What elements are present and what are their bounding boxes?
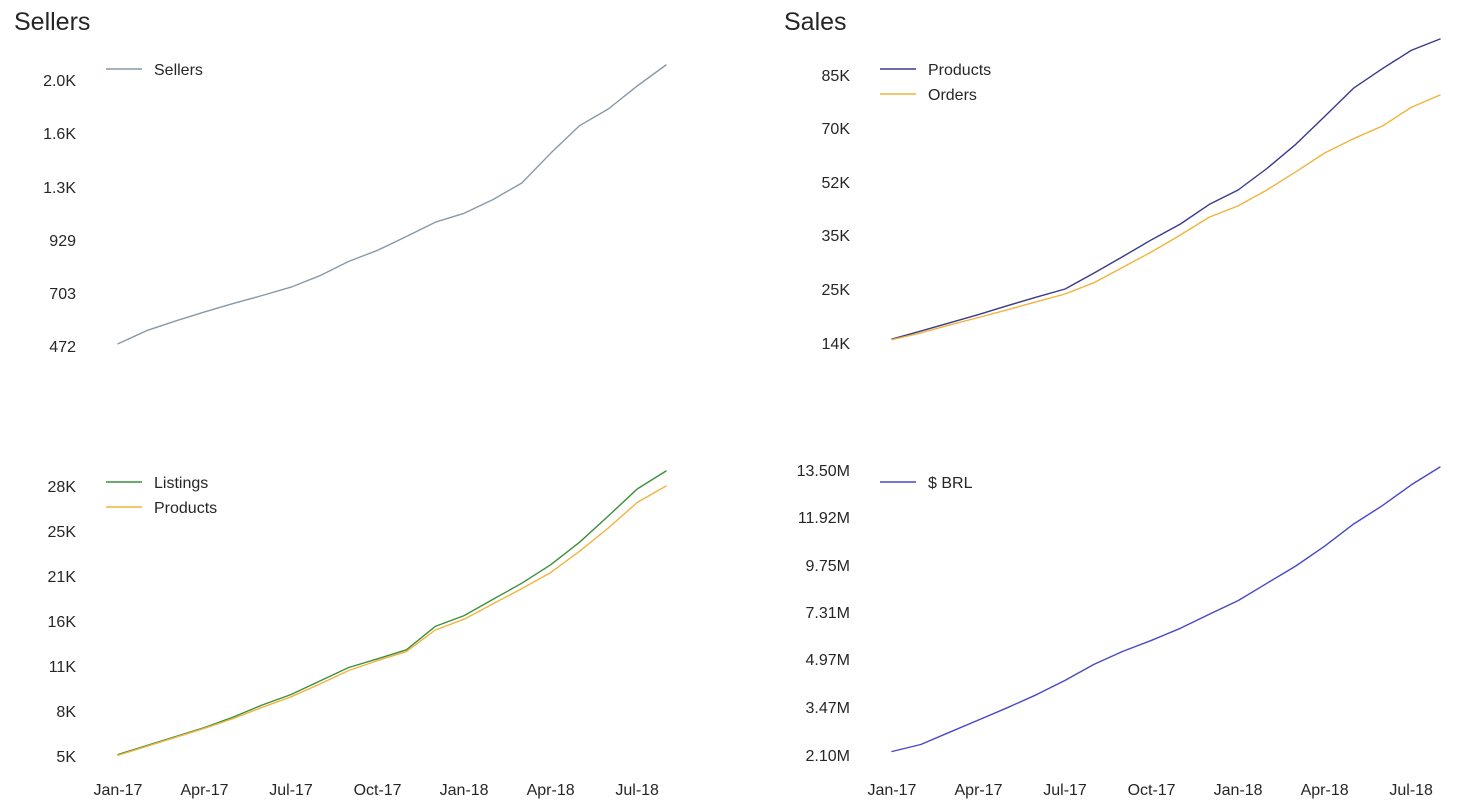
legend-label: $ BRL [928, 475, 973, 492]
x-tick-label: Jul-18 [615, 782, 659, 799]
legend-label: Products [154, 500, 217, 517]
chart-panel-4: 2.10M 3.47M 4.97M 7.31M 9.75M 11.92M 13.50M Jan… [797, 463, 1441, 799]
series-line-brl [891, 466, 1441, 753]
y-tick-label: 35K [822, 228, 851, 245]
y-tick-label: 85K [822, 68, 851, 85]
y-tick-label: 1.6K [43, 126, 76, 143]
y-tick-label: 11K [49, 659, 77, 676]
y-tick-label: 28K [48, 479, 77, 496]
legend-entry: $ BRL [880, 475, 973, 492]
chart-title: Sellers [14, 8, 90, 36]
y-tick-label: 7.31M [806, 605, 850, 622]
x-tick-label: Apr-17 [955, 782, 1003, 799]
chart-panel-2: Sales 14K 25K 35K 52K 70K 85K Products Orders [784, 8, 1441, 353]
x-tick-label: Jan-18 [1214, 782, 1263, 799]
x-tick-label: Apr-18 [527, 782, 575, 799]
x-tick-label: Jan-17 [868, 782, 917, 799]
y-tick-label: 11.92M [798, 510, 850, 527]
series-line-products [891, 38, 1441, 340]
y-tick-label: 13.50M [797, 463, 850, 480]
y-tick-label: 8K [56, 704, 76, 721]
legend-entry: Products [106, 500, 217, 517]
series-line-sellers [117, 64, 667, 345]
x-tick-label: Jul-18 [1389, 782, 1433, 799]
legend-label: Sellers [154, 62, 203, 79]
y-tick-label: 4.97M [806, 652, 850, 669]
legend-label: Orders [928, 87, 977, 104]
y-tick-label: 25K [48, 524, 77, 541]
x-tick-label: Apr-17 [181, 782, 229, 799]
y-tick-label: 2.10M [806, 748, 850, 765]
series-line-listings [117, 470, 667, 756]
x-tick-label: Oct-17 [354, 782, 402, 799]
y-tick-label: 472 [49, 339, 76, 356]
legend-entry: Listings [106, 475, 208, 492]
x-tick-label: Oct-17 [1128, 782, 1176, 799]
x-tick-label: Jul-17 [1043, 782, 1087, 799]
y-tick-label: 703 [49, 286, 76, 303]
y-tick-label: 52K [822, 175, 851, 192]
x-tick-label: Jul-17 [269, 782, 313, 799]
y-tick-label: 70K [822, 121, 851, 138]
y-tick-label: 25K [822, 282, 851, 299]
x-tick-label: Jan-18 [440, 782, 489, 799]
series-line-products [117, 485, 667, 756]
legend-entry: Orders [880, 87, 977, 104]
series-line-orders [891, 94, 1441, 341]
x-tick-label: Jan-17 [94, 782, 143, 799]
x-tick-label: Apr-18 [1301, 782, 1349, 799]
y-tick-label: 21K [48, 569, 77, 586]
legend-label: Listings [154, 475, 208, 492]
y-tick-label: 16K [48, 614, 77, 631]
y-tick-label: 2.0K [43, 73, 76, 90]
y-tick-label: 929 [49, 233, 76, 250]
chart-panel-3: 5K 8K 11K 16K 21K 25K 28K Jan-17 Apr-17 Jul-17 Oct… [48, 470, 667, 799]
chart-title: Sales [784, 8, 847, 36]
y-tick-label: 5K [56, 749, 76, 766]
legend-entry: Sellers [106, 62, 203, 79]
y-tick-label: 14K [822, 336, 851, 353]
chart-panel-1: Sellers 472 703 929 1.3K 1.6K 2.0K Sellers [14, 8, 667, 356]
legend-label: Products [928, 62, 991, 79]
y-tick-label: 9.75M [806, 558, 850, 575]
y-tick-label: 3.47M [806, 700, 850, 717]
legend-entry: Products [880, 62, 991, 79]
y-tick-label: 1.3K [43, 180, 76, 197]
